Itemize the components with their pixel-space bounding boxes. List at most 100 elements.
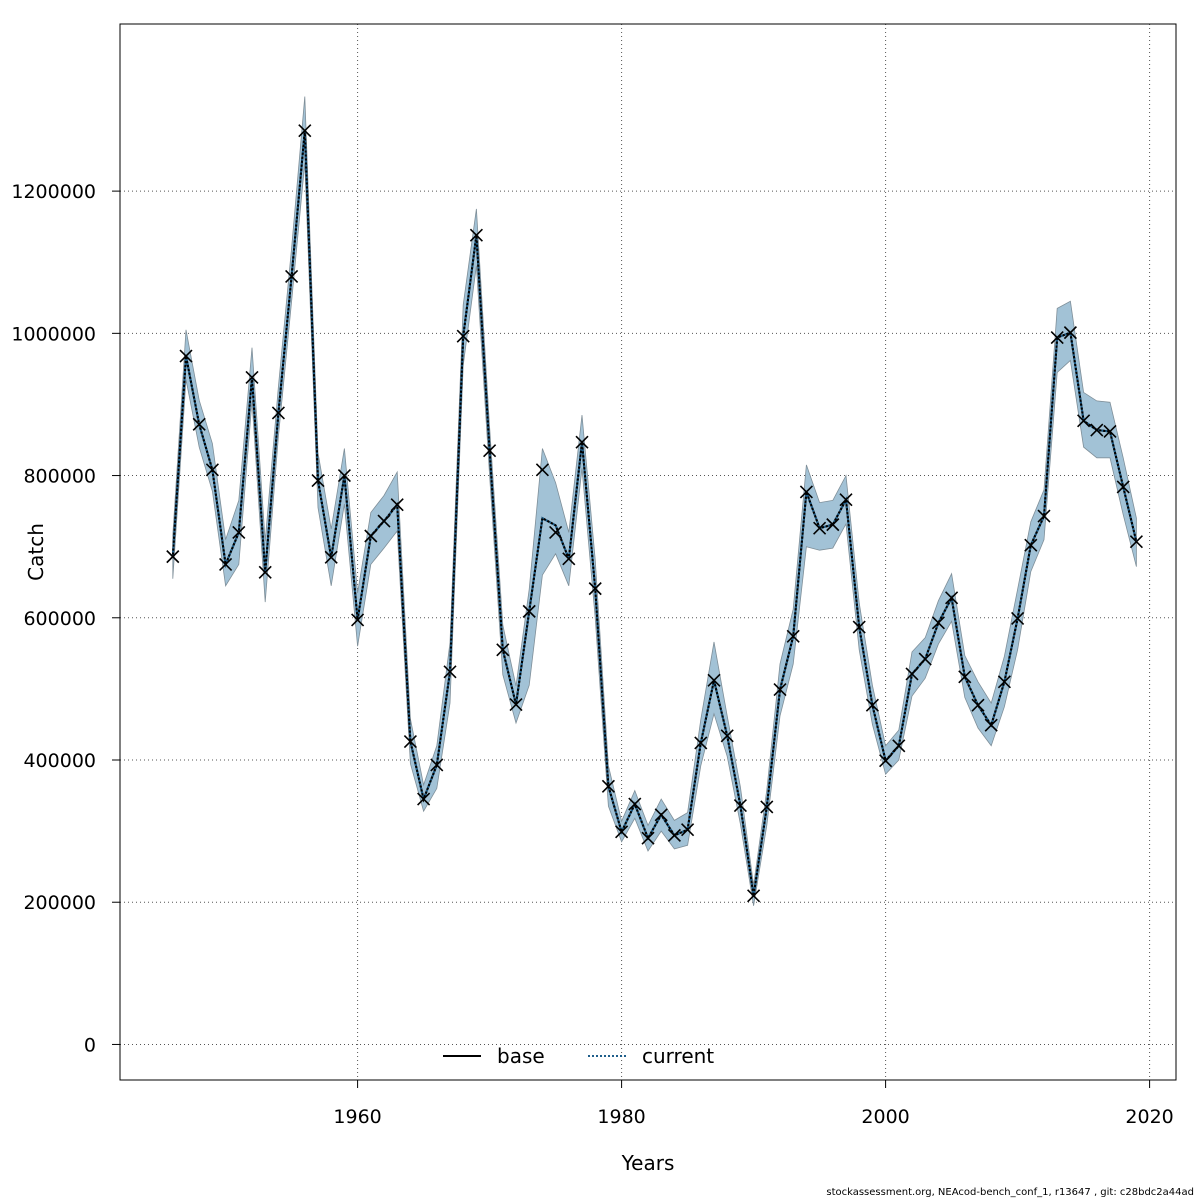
marker-stroke-b <box>681 823 695 837</box>
marker-stroke-b <box>641 831 655 845</box>
marker-stroke-b <box>971 698 985 712</box>
marker-stroke-b <box>997 675 1011 689</box>
y-tick-label-1000000: 1000000 <box>11 323 96 345</box>
observed-marker-1981 <box>628 797 642 811</box>
observed-marker-1963 <box>390 498 404 512</box>
marker-stroke-b <box>324 550 338 564</box>
marker-stroke-b <box>205 463 219 477</box>
observed-marker-1962 <box>377 514 391 528</box>
marker-stroke-b <box>1116 480 1130 494</box>
observed-marker-2009 <box>997 675 1011 689</box>
observed-marker-2007 <box>971 698 985 712</box>
observed-marker-1993 <box>786 629 800 643</box>
marker-stroke-b <box>667 828 681 842</box>
marker-stroke-b <box>958 670 972 684</box>
confidence-band <box>172 96 1137 906</box>
x-tick-label-2020: 2020 <box>1125 1106 1173 1128</box>
x-tick-label-1960: 1960 <box>333 1106 381 1128</box>
observed-marker-1995 <box>813 521 827 535</box>
series-line-current-overlay <box>171 130 1138 896</box>
marker-stroke-b <box>298 124 312 138</box>
observed-marker-2014 <box>1063 326 1077 340</box>
observed-marker-1982 <box>641 831 655 845</box>
marker-stroke-b <box>918 652 932 666</box>
observed-marker-2006 <box>958 670 972 684</box>
marker-stroke-b <box>575 435 589 449</box>
observed-marker-1974 <box>535 463 549 477</box>
observed-marker-1967 <box>443 665 457 679</box>
marker-stroke-b <box>337 468 351 483</box>
marker-stroke-b <box>496 643 510 657</box>
x-tick-label-2000: 2000 <box>861 1106 909 1128</box>
observed-marker-2017 <box>1103 424 1117 439</box>
observed-marker-1978 <box>588 582 602 596</box>
marker-stroke-b <box>984 718 998 732</box>
marker-stroke-b <box>417 792 431 806</box>
y-tick-label-600000: 600000 <box>23 608 96 630</box>
observed-marker-2019 <box>1129 535 1143 549</box>
marker-stroke-b <box>931 616 945 630</box>
marker-stroke-b <box>826 518 840 532</box>
observed-marker-1989 <box>733 798 747 813</box>
marker-stroke-b <box>799 485 813 499</box>
marker-stroke-b <box>258 565 272 579</box>
y-axis-title: Catch <box>24 523 48 581</box>
marker-stroke-b <box>865 698 879 712</box>
observed-marker-1948 <box>192 417 206 431</box>
observed-marker-1960 <box>351 613 365 627</box>
marker-stroke-b <box>945 591 959 605</box>
observed-marker-1987 <box>707 673 721 687</box>
observed-marker-1959 <box>337 468 351 483</box>
y-tick-label-800000: 800000 <box>23 466 96 488</box>
footer-note: stockassessment.org, NEAcod-bench_conf_1… <box>826 1187 1194 1198</box>
x-axis: 1960 1980 2000 2020 <box>333 1080 1174 1128</box>
observed-marker-1984 <box>667 828 681 842</box>
marker-stroke-b <box>509 697 523 712</box>
grid-lines <box>120 24 1176 1080</box>
marker-stroke-b <box>271 406 285 420</box>
marker-stroke-b <box>905 667 919 681</box>
observed-marker-2000 <box>879 754 893 768</box>
observed-marker-1953 <box>258 565 272 579</box>
x-tick-label-1980: 1980 <box>597 1106 645 1128</box>
observed-marker-1991 <box>760 800 774 814</box>
marker-stroke-b <box>285 269 299 284</box>
marker-stroke-b <box>1011 611 1025 626</box>
marker-stroke-b <box>1090 423 1104 437</box>
marker-stroke-b <box>813 521 827 535</box>
observed-marker-1977 <box>575 435 589 449</box>
marker-stroke-b <box>219 557 233 572</box>
observed-marker-1949 <box>205 463 219 477</box>
marker-stroke-b <box>179 349 193 363</box>
observed-marker-1965 <box>417 792 431 806</box>
marker-stroke-b <box>166 550 180 564</box>
marker-stroke-b <box>786 629 800 643</box>
marker-stroke-b <box>747 889 761 903</box>
marker-stroke-b <box>430 758 444 772</box>
marker-stroke-b <box>588 582 602 596</box>
observed-marker-1971 <box>496 643 510 657</box>
observed-marker-2005 <box>945 591 959 605</box>
marker-stroke-b <box>1103 424 1117 439</box>
observed-marker-2008 <box>984 718 998 732</box>
observed-marker-1972 <box>509 697 523 712</box>
marker-stroke-b <box>351 613 365 627</box>
legend-current-label: current <box>642 1044 714 1068</box>
observed-markers <box>166 124 1143 903</box>
marker-stroke-b <box>601 779 615 793</box>
marker-stroke-b <box>773 683 787 697</box>
marker-stroke-b <box>232 525 246 540</box>
observed-marker-2012 <box>1037 509 1051 523</box>
marker-stroke-b <box>483 444 497 458</box>
observed-marker-1988 <box>720 729 734 743</box>
observed-marker-2002 <box>905 667 919 681</box>
observed-marker-1973 <box>522 604 536 618</box>
observed-marker-1955 <box>285 269 299 284</box>
observed-marker-1961 <box>364 529 378 543</box>
observed-marker-1975 <box>549 525 563 540</box>
legend: base current <box>443 1044 714 1068</box>
observed-marker-1996 <box>826 518 840 532</box>
observed-marker-1970 <box>483 444 497 458</box>
observed-marker-1999 <box>865 698 879 712</box>
